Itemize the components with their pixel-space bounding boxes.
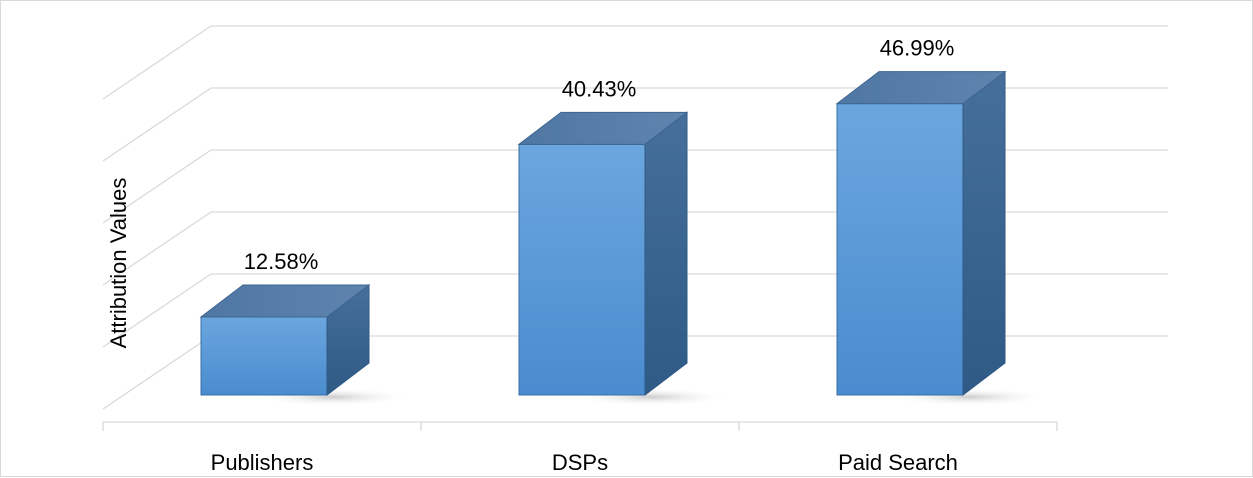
- labels: 12.58% Publishers 40.43% DSPs 46.99% Paid Sea…: [211, 36, 958, 475]
- data-label: 12.58%: [244, 249, 319, 274]
- gridline: [102, 211, 212, 286]
- gridline: [102, 335, 212, 410]
- gridline: [102, 87, 212, 162]
- y-axis-label: Attribution Values: [106, 178, 131, 349]
- x-axis: [102, 421, 1058, 431]
- bar-paid-search: [836, 103, 964, 396]
- bars: [199, 70, 1049, 406]
- bar-publishers: [200, 316, 328, 396]
- bar-side-face: [962, 70, 1006, 397]
- bar-dsps: [518, 143, 646, 396]
- gridline: [102, 25, 212, 100]
- bar-top-face: [835, 71, 1007, 105]
- category-label: Paid Search: [838, 450, 958, 475]
- bar-side-face: [644, 111, 688, 397]
- category-label: DSPs: [552, 450, 608, 475]
- category-label: Publishers: [211, 450, 314, 475]
- bar-top-face: [199, 284, 371, 318]
- data-label: 46.99%: [880, 36, 955, 61]
- gridlines: [102, 25, 1168, 410]
- gridline: [102, 149, 212, 224]
- data-label: 40.43%: [562, 76, 637, 101]
- bar-top-face: [517, 111, 689, 145]
- gridline: [102, 273, 212, 348]
